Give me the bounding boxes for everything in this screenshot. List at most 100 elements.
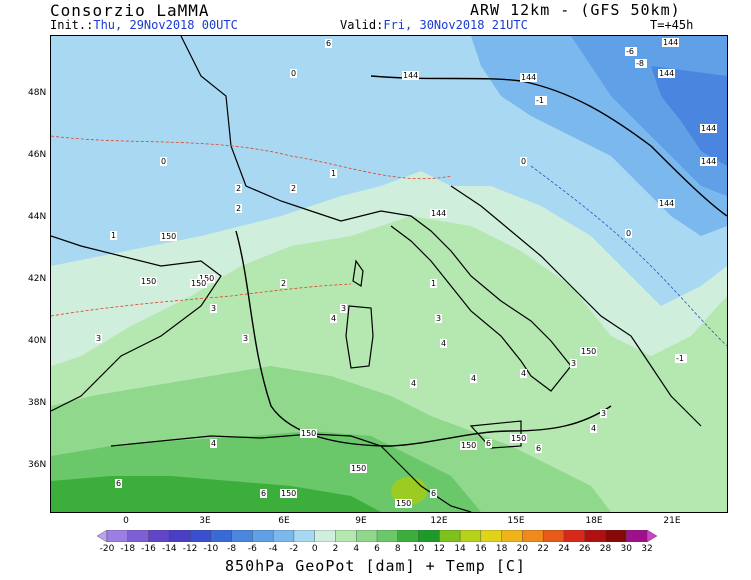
contour-label-bg (198, 274, 215, 283)
map-caption: 850hPa GeoPot [dam] + Temp [C] (225, 557, 526, 575)
colorbar-swatch (605, 530, 627, 542)
colorbar-swatch (501, 530, 524, 542)
contour-value-label: 144 (659, 69, 674, 78)
lat-label: 36N (28, 460, 47, 470)
colorbar-swatch (127, 530, 150, 542)
contour-value-label: 144 (431, 209, 446, 218)
contour-label-bg (290, 69, 297, 78)
colorbar-label: 24 (558, 544, 570, 554)
valid-label: Valid: (340, 18, 384, 32)
contour-value-label: -6 (626, 47, 634, 56)
colorbar-swatch (189, 530, 212, 542)
lat-label: 40N (28, 336, 47, 346)
contour-value-label: 144 (403, 71, 418, 80)
colorbar-swatch (646, 530, 657, 542)
colorbar-label: 10 (412, 544, 425, 554)
lat-label: 46N (28, 150, 47, 160)
colorbar-swatch (148, 530, 171, 542)
coast-balkans (450, 185, 702, 427)
geopot-144-contour (370, 75, 727, 217)
contour-label-bg (190, 279, 207, 288)
colorbar-label: 2 (332, 544, 339, 554)
contour-label-bg (570, 359, 577, 368)
contour-value-label: 2 (236, 204, 241, 213)
valid-value: Fri, 30Nov2018 21UTC (383, 18, 528, 32)
colorbar-swatch (293, 530, 316, 542)
contour-value-label: -1 (536, 96, 544, 105)
island-corsica (352, 259, 364, 288)
contour-label-bg (520, 369, 527, 378)
contour-label-bg (700, 124, 717, 133)
contour-label-bg (625, 229, 632, 238)
contour-value-label: 0 (161, 157, 166, 166)
colorbar-label: 14 (454, 544, 466, 554)
lon-label: 3E (199, 516, 211, 526)
contour-value-label: -8 (636, 59, 644, 68)
contour-value-label: 3 (341, 304, 346, 313)
colorbar-label: -10 (203, 544, 219, 554)
lat-label: 48N (28, 88, 47, 98)
lon-label: 12E (430, 516, 448, 526)
contour-label-bg (625, 47, 637, 56)
contour-value-label: 4 (211, 439, 216, 448)
contour-label-bg (210, 304, 217, 313)
colorbar-label: 18 (495, 544, 508, 554)
colorbar-swatch (376, 530, 399, 542)
contour-label-bg (600, 409, 607, 418)
island-sicily (469, 420, 522, 449)
init-value: Thu, 29Nov2018 00UTC (93, 18, 238, 32)
contour-value-label: 1 (111, 231, 116, 240)
contour-label-bg (662, 38, 679, 47)
contour-value-label: 3 (601, 409, 606, 418)
init-time: Init.:Thu, 29Nov2018 00UTC (50, 18, 238, 32)
contour-value-label: 150 (281, 489, 296, 498)
contour-label-bg (402, 71, 419, 80)
contour-value-label: 144 (701, 157, 716, 166)
contour-label-bg (350, 464, 367, 473)
contour-value-label: 150 (511, 434, 526, 443)
contour-label-bg (340, 304, 347, 313)
colorbar-swatch (584, 530, 607, 542)
contour-label-bg (635, 59, 647, 68)
contour-value-label: 6 (261, 489, 266, 498)
contour-value-label: 4 (441, 339, 446, 348)
contour-value-label: 1 (431, 279, 436, 288)
contour-value-label: 6 (486, 439, 491, 448)
contour-value-label: 150 (161, 232, 176, 241)
contour-label-bg (160, 232, 177, 241)
colorbar-label: 32 (641, 544, 653, 554)
contour-label-bg (520, 73, 537, 82)
colorbar-label: 0 (311, 544, 318, 554)
contour-value-label: 6 (326, 39, 331, 48)
colorbar-label: -4 (268, 544, 278, 554)
lat-label: 44N (28, 212, 47, 222)
lon-label: 15E (507, 516, 525, 526)
contour-value-label: 4 (471, 374, 476, 383)
contour-value-label: 6 (536, 444, 541, 453)
colorbar-label: -16 (141, 544, 156, 554)
contour-value-label: 144 (659, 199, 674, 208)
contour-label-bg (590, 424, 597, 433)
colorbar-swatch (210, 530, 233, 542)
colorbar-swatch (563, 530, 586, 542)
lon-label: 21E (663, 516, 681, 526)
contour-label-bg (535, 444, 542, 453)
colorbar-swatch (314, 530, 337, 542)
colorbar-label: 28 (599, 544, 612, 554)
contour-value-label: 150 (141, 277, 156, 286)
contour-label-bg (242, 334, 249, 343)
init-label: Init.: (50, 18, 94, 32)
contour-label-bg (280, 489, 297, 498)
contour-label-bg (658, 199, 675, 208)
colorbar-label: -8 (227, 544, 237, 554)
colorbar-label: 6 (374, 544, 380, 554)
contour-value-label: 150 (351, 464, 366, 473)
contour-label-bg (140, 277, 157, 286)
contour-label-bg (658, 69, 675, 78)
contour-value-label: 0 (291, 69, 296, 78)
colorbar-label: 4 (353, 544, 360, 554)
contour-label-bg (460, 441, 477, 450)
colorbar-swatch (418, 530, 441, 542)
contour-label-bg (440, 339, 447, 348)
lon-label: 18E (585, 516, 603, 526)
